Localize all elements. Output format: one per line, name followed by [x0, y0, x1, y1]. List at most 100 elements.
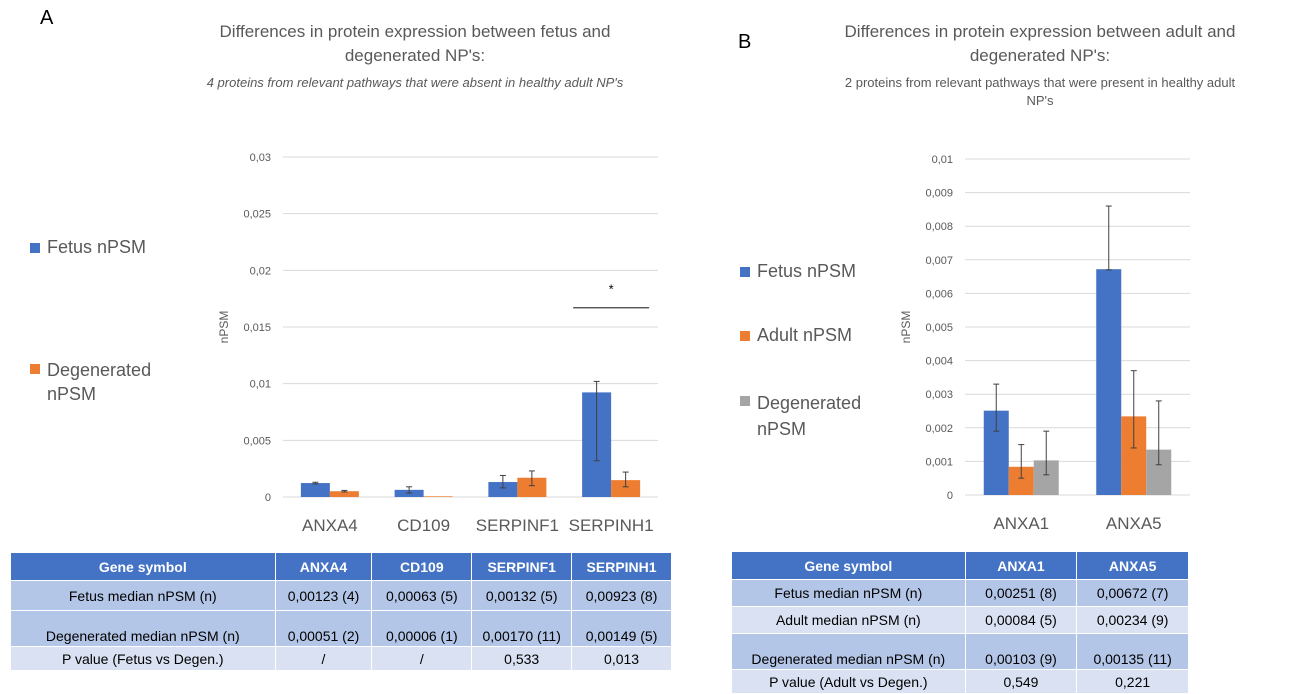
y-axis-label: nPSM [899, 311, 913, 344]
table-b-cell: Degenerated median nPSM (n) [731, 633, 966, 670]
table-b-cell: 0,00234 (9) [1076, 606, 1189, 634]
table-a: Gene symbol ANXA4 CD109 SERPINF1 SERPINH… [10, 552, 672, 671]
table-a-cell: 0,00051 (2) [274, 610, 373, 647]
table-a-header-4: SERPINH1 [571, 552, 672, 581]
y-tick-label: 0,025 [243, 209, 271, 221]
table-a-cell: P value (Fetus vs Degen.) [10, 646, 276, 671]
panel-b-title-line1: Differences in protein expression betwee… [844, 22, 1236, 41]
y-tick-label: 0,004 [925, 356, 953, 368]
table-a-header-1: ANXA4 [274, 552, 373, 581]
panel-b-subtitle-line2: NP's [1026, 93, 1054, 108]
table-b: Gene symbol ANXA1 ANXA5 Fetus median nPS… [731, 551, 1189, 694]
bar [1096, 269, 1122, 495]
legend-item-fetus: Fetus nPSM [740, 261, 856, 282]
table-b-cell: 0,549 [964, 669, 1078, 694]
table-row: Fetus median nPSM (n) 0,00251 (8) 0,0067… [731, 579, 1189, 607]
y-tick-label: 0,005 [243, 435, 271, 447]
table-b-header-1: ANXA1 [964, 551, 1078, 580]
table-b-cell: 0,00103 (9) [964, 633, 1078, 670]
table-a-cell: 0,00123 (4) [274, 580, 373, 611]
legend-label-adult: Adult nPSM [757, 325, 853, 345]
panel-a-title-line1: Differences in protein expression betwee… [219, 22, 611, 41]
panel-b-subtitle: 2 proteins from relevant pathways that w… [770, 74, 1309, 110]
y-tick-label: 0,02 [250, 265, 271, 277]
table-a-cell: 0,00132 (5) [471, 580, 573, 611]
table-a-cell: 0,533 [471, 646, 573, 671]
panel-b-title: Differences in protein expression betwee… [780, 20, 1300, 68]
table-b-cell: 0,221 [1076, 669, 1189, 694]
y-tick-label: 0,007 [925, 255, 953, 267]
legend-swatch-fetus [740, 267, 750, 277]
x-tick-label: ANXA4 [302, 516, 358, 535]
table-b-cell: 0,00084 (5) [964, 606, 1078, 634]
panel-a-subtitle: 4 proteins from relevant pathways that w… [206, 75, 624, 90]
panel-b-letter: B [738, 31, 752, 53]
x-tick-label: ANXA1 [993, 514, 1049, 533]
legend-item-degenerated: Degenerated nPSM [30, 358, 151, 406]
table-a-cell: Fetus median nPSM (n) [10, 580, 276, 611]
y-tick-label: 0,002 [925, 423, 953, 435]
legend-swatch-degenerated [30, 364, 40, 374]
y-tick-label: 0 [947, 490, 953, 502]
y-tick-label: 0,03 [250, 152, 271, 164]
y-tick-label: 0,003 [925, 389, 953, 401]
y-tick-label: 0,001 [925, 456, 953, 468]
bar [488, 482, 518, 497]
table-b-cell: 0,00672 (7) [1076, 579, 1189, 607]
bar [300, 483, 330, 497]
panel-b-subtitle-line1: 2 proteins from relevant pathways that w… [844, 75, 1236, 90]
table-a-header-3: SERPINF1 [471, 552, 573, 581]
legend-label-degenerated-line1: Degenerated [47, 360, 152, 380]
table-b-cell: Adult median nPSM (n) [731, 606, 966, 634]
legend-item-adult: Adult nPSM [740, 325, 852, 346]
y-tick-label: 0,009 [925, 188, 953, 200]
table-a-cell: 0,00149 (5) [571, 610, 672, 647]
table-row: Degenerated median nPSM (n) 0,00103 (9) … [731, 633, 1189, 670]
table-b-header-0: Gene symbol [731, 551, 966, 580]
table-a-header-2: CD109 [371, 552, 473, 581]
table-b-cell: 0,00251 (8) [964, 579, 1078, 607]
y-axis-label: nPSM [217, 311, 231, 344]
table-row: P value (Adult vs Degen.) 0,549 0,221 [731, 669, 1189, 694]
table-row: Fetus median nPSM (n) 0,00123 (4) 0,0006… [10, 580, 672, 611]
y-tick-label: 0,008 [925, 221, 953, 233]
y-tick-label: 0,01 [250, 379, 271, 391]
panel-a-letter: A [40, 7, 54, 29]
y-tick-label: 0,015 [243, 322, 271, 334]
y-tick-label: 0,01 [932, 154, 953, 166]
y-tick-label: 0,005 [925, 322, 953, 334]
bar [611, 480, 641, 497]
table-a-cell: / [371, 646, 473, 671]
table-a-header-0: Gene symbol [10, 552, 276, 581]
legend-label-degenerated-line1: Degenerated [757, 393, 862, 413]
panel-b-title-line2: degenerated NP's: [969, 46, 1111, 65]
legend-item-degenerated: Degenerated nPSM [740, 390, 861, 442]
table-a-cell: / [274, 646, 373, 671]
table-b-cell: 0,00135 (11) [1076, 633, 1189, 670]
table-b-cell: P value (Adult vs Degen.) [731, 669, 966, 694]
legend-item-fetus: Fetus nPSM [30, 237, 146, 258]
bar [423, 496, 453, 497]
bar [329, 491, 359, 497]
chart-a: 0 0,005 0,01 0,015 0,02 0,025 0,03 nPSM ANXA4 CD1… [217, 152, 658, 535]
panel-a-title-line2: degenerated NP's: [344, 46, 486, 65]
legend-label-degenerated-line2: nPSM [757, 419, 807, 439]
table-a-cell: Degenerated median nPSM (n) [10, 610, 276, 647]
y-tick-label: 0,006 [925, 288, 953, 300]
y-tick-label: 0 [265, 492, 271, 504]
legend-swatch-degenerated [740, 396, 750, 406]
legend-label-degenerated-line2: nPSM [47, 384, 97, 404]
table-row: P value (Fetus vs Degen.) / / 0,533 0,01… [10, 646, 672, 671]
legend-swatch-adult [740, 331, 750, 341]
chart-b: 0 0,001 0,002 0,003 0,004 0,005 0,006 0,007 0,00… [899, 154, 1190, 533]
legend-swatch-fetus [30, 243, 40, 253]
table-b-header-2: ANXA5 [1076, 551, 1189, 580]
legend-label-fetus: Fetus nPSM [47, 237, 147, 257]
table-a-cell: 0,013 [571, 646, 672, 671]
significance-marker: * [609, 282, 614, 297]
table-b-cell: Fetus median nPSM (n) [731, 579, 966, 607]
x-tick-label: CD109 [397, 516, 450, 535]
table-a-cell: 0,00006 (1) [371, 610, 473, 647]
table-row: Adult median nPSM (n) 0,00084 (5) 0,0023… [731, 606, 1189, 634]
x-tick-label: ANXA5 [1106, 514, 1162, 533]
